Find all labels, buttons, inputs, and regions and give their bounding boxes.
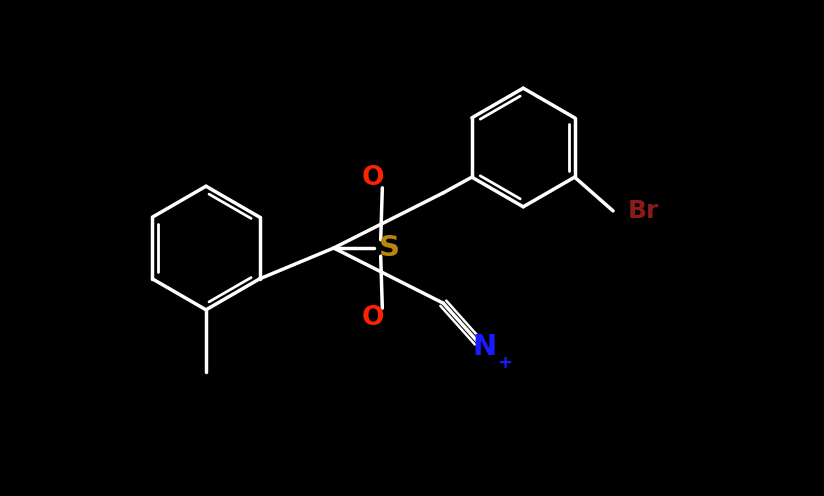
Text: Br: Br	[628, 199, 659, 223]
Text: O: O	[361, 165, 384, 191]
Text: O: O	[361, 305, 384, 331]
Text: N: N	[472, 333, 497, 361]
Text: S: S	[378, 234, 400, 262]
Text: +: +	[497, 354, 512, 372]
